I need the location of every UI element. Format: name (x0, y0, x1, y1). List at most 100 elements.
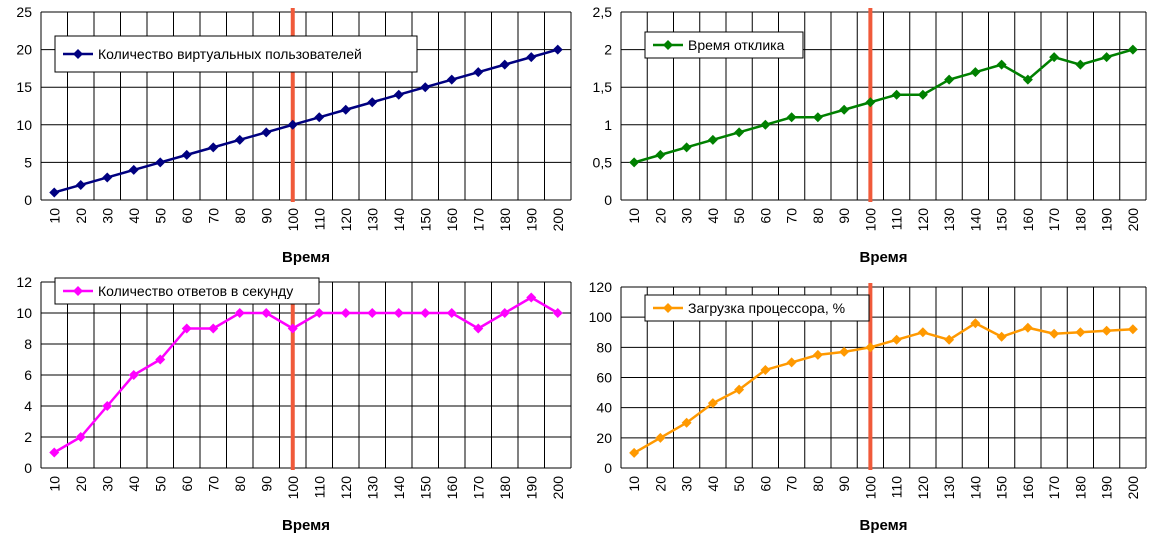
x-tick-label: 10 (46, 208, 62, 224)
x-tick-label: 150 (417, 476, 433, 500)
x-tick-label: 200 (550, 208, 566, 232)
data-point (75, 432, 86, 442)
x-tick-label: 160 (444, 476, 460, 500)
y-tick-label: 0 (604, 460, 612, 476)
data-point (340, 104, 351, 115)
data-point (1127, 44, 1138, 55)
data-point (1075, 327, 1086, 338)
data-point (996, 331, 1007, 342)
x-axis-title: Время (282, 249, 330, 266)
legend-label: Количество виртуальных пользователей (98, 46, 362, 62)
data-point (552, 308, 563, 318)
data-point (786, 112, 797, 123)
x-tick-label: 40 (705, 208, 721, 224)
x-tick-label: 100 (862, 208, 878, 232)
y-tick-label: 25 (16, 4, 32, 20)
data-point (208, 323, 219, 334)
y-tick-label: 15 (16, 79, 32, 95)
y-tick-label: 20 (596, 430, 612, 446)
data-point (234, 134, 245, 145)
legend-marker (73, 49, 83, 59)
x-tick-label: 100 (285, 476, 301, 500)
data-point (261, 127, 272, 138)
x-tick-label: 60 (179, 208, 195, 224)
data-point (128, 370, 139, 380)
x-tick-label: 80 (232, 476, 248, 492)
data-point (261, 308, 272, 318)
data-point (473, 323, 484, 334)
data-point (499, 308, 510, 318)
x-tick-label: 70 (205, 476, 221, 492)
x-tick-label: 40 (126, 476, 142, 492)
data-point (917, 89, 928, 100)
x-tick-label: 70 (784, 476, 800, 492)
data-point (473, 67, 484, 78)
data-point (760, 364, 771, 375)
x-tick-label: 60 (179, 476, 195, 492)
x-tick-label: 80 (232, 208, 248, 224)
data-point (1127, 324, 1138, 335)
x-tick-label: 170 (470, 476, 486, 500)
data-point (1101, 325, 1112, 336)
x-tick-label: 150 (994, 476, 1010, 500)
data-point (49, 187, 60, 198)
legend-marker (663, 303, 673, 313)
data-point (891, 89, 902, 100)
x-tick-label: 180 (497, 208, 513, 232)
data-point (629, 447, 640, 458)
y-tick-label: 100 (589, 309, 613, 325)
series-line (53, 48, 559, 194)
data-point (681, 142, 692, 153)
x-tick-label: 130 (364, 208, 380, 232)
data-point (367, 97, 378, 108)
x-tick-label: 30 (679, 208, 695, 224)
legend-marker (73, 286, 83, 296)
x-tick-label: 50 (152, 476, 168, 492)
chart-4: 0 20 40 60 80 100 120 10 20 30 40 50 60 70 80 90 100 110 1… (589, 279, 1147, 534)
data-point (1075, 59, 1086, 70)
x-tick-label: 30 (99, 476, 115, 492)
x-tick-label: 10 (46, 476, 62, 492)
x-tick-label: 120 (338, 476, 354, 500)
y-tick-label: 6 (24, 367, 32, 383)
x-tick-label: 70 (205, 208, 221, 224)
x-tick-label: 50 (152, 208, 168, 224)
data-point (629, 157, 640, 168)
x-tick-label: 190 (523, 476, 539, 500)
legend: Количество ответов в секунду (54, 277, 320, 305)
y-tick-label: 1,5 (593, 79, 613, 95)
x-axis-title: Время (860, 249, 908, 266)
data-point (944, 74, 955, 85)
data-point (707, 134, 718, 145)
chart-2: 0 0,5 1 1,5 2 2,5 10 20 30 40 50 60 70 80 90 100 110 120 1… (593, 4, 1147, 266)
x-tick-label: 200 (1125, 476, 1141, 500)
data-point (681, 417, 692, 428)
data-point (734, 127, 745, 138)
data-point (367, 308, 378, 318)
x-tick-label: 170 (1046, 476, 1062, 500)
y-tick-label: 20 (16, 42, 32, 58)
x-tick-label: 90 (836, 476, 852, 492)
legend-label: Загрузка процессора, % (688, 300, 845, 316)
data-point (499, 59, 510, 70)
data-point (155, 354, 166, 365)
x-tick-label: 160 (1020, 208, 1036, 232)
legend-label: Время отклика (688, 37, 785, 53)
data-point (970, 67, 981, 78)
x-tick-label: 130 (364, 476, 380, 500)
x-tick-label: 180 (497, 476, 513, 500)
data-point (393, 89, 404, 100)
data-point (420, 308, 431, 318)
x-tick-label: 120 (915, 476, 931, 500)
y-tick-label: 0,5 (593, 154, 613, 170)
y-tick-label: 40 (596, 400, 612, 416)
data-point (865, 97, 876, 108)
y-tick-label: 60 (596, 370, 612, 386)
legend: Количество виртуальных пользователей (54, 35, 418, 73)
x-tick-label: 30 (99, 208, 115, 224)
data-point (839, 104, 850, 115)
y-tick-label: 4 (24, 398, 32, 414)
y-tick-label: 80 (596, 339, 612, 355)
y-tick-label: 1 (604, 117, 612, 133)
